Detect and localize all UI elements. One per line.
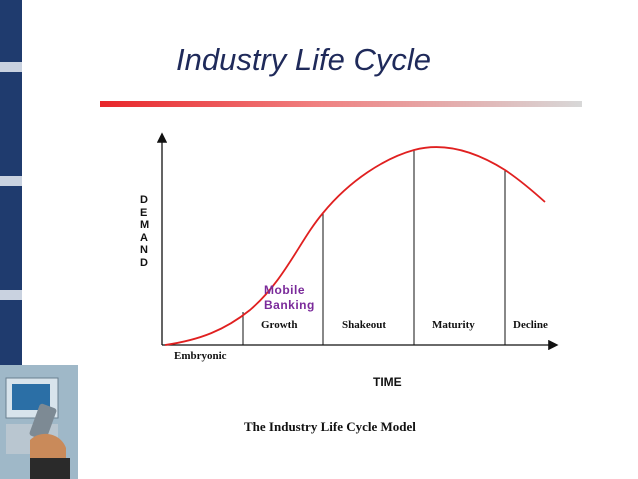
life-cycle-curve xyxy=(164,146,546,346)
title-rule xyxy=(100,101,582,107)
side-strip xyxy=(0,0,22,479)
stage-label: Decline xyxy=(513,319,548,331)
stage-label: Maturity xyxy=(432,319,475,331)
x-axis-label: TIME xyxy=(373,375,402,389)
y-axis-label: DEMAND xyxy=(140,194,150,269)
caption: The Industry Life Cycle Model xyxy=(244,419,416,434)
atm-photo xyxy=(0,365,78,479)
stage-dividers xyxy=(242,150,506,345)
stage-label: Growth xyxy=(261,319,298,331)
annotation: Mobile Banking xyxy=(264,283,315,312)
slide-title: Industry Life Cycle xyxy=(176,42,431,77)
stage-label: Embryonic xyxy=(174,350,227,362)
stage-label: Shakeout xyxy=(342,319,387,331)
